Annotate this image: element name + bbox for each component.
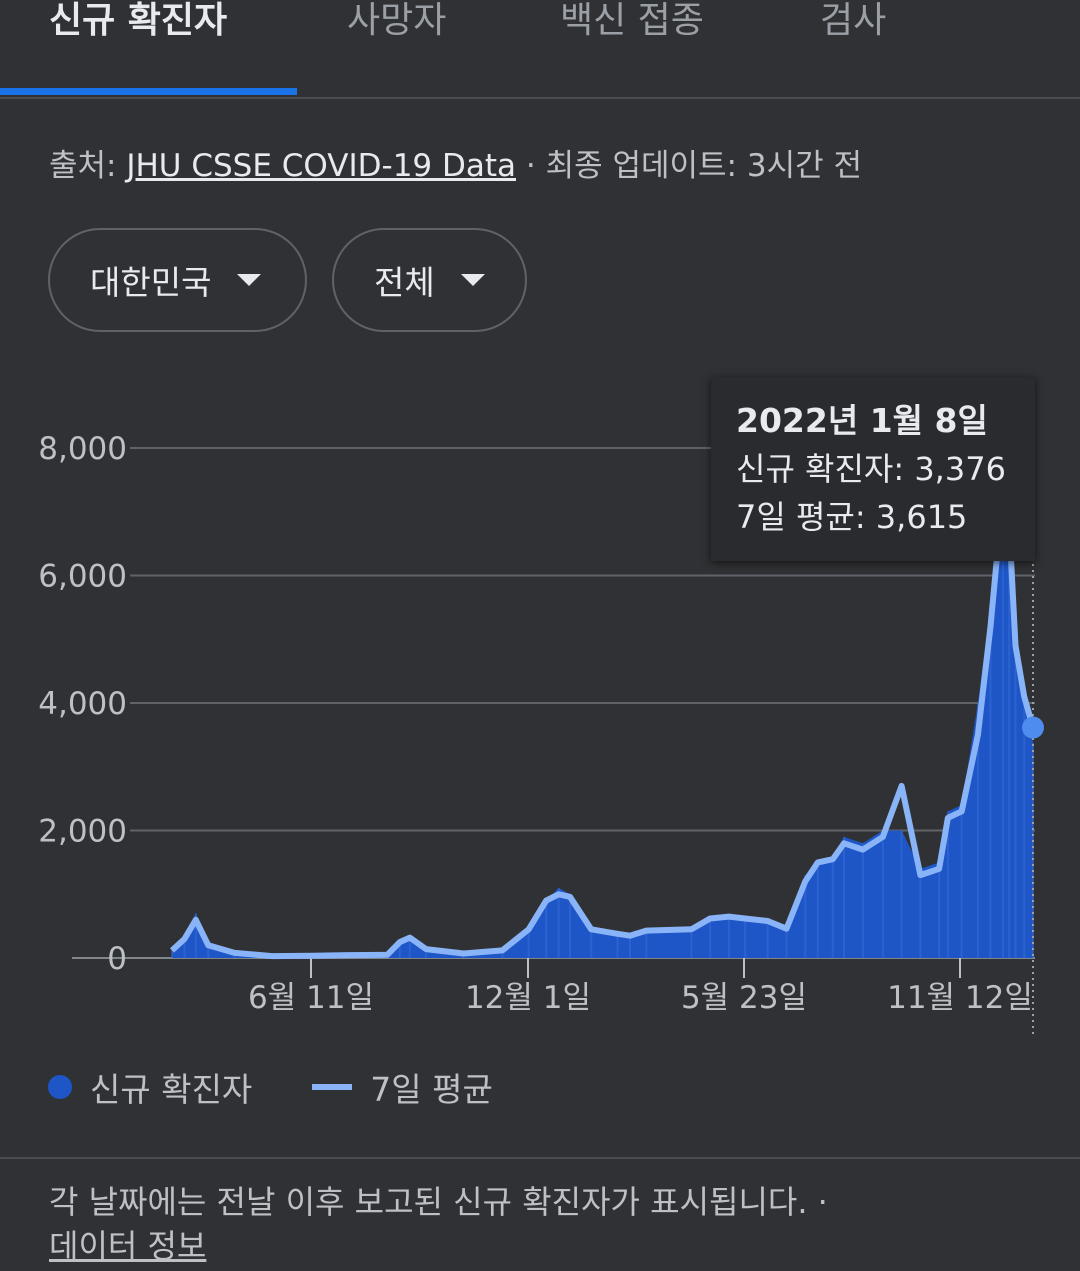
y-tick-label: 6,000 [38, 559, 127, 595]
region-dropdown-label: 대한민국 [90, 263, 212, 302]
divider [0, 1157, 1080, 1159]
tab-bar: 신규 확진자 사망자 백신 접종 검사 [0, 0, 1080, 99]
y-tick-label: 0 [107, 941, 127, 977]
legend-cases-label: 신규 확진자 [90, 1070, 253, 1109]
source-prefix: 출처: [49, 148, 127, 184]
y-tick-label: 8,000 [38, 431, 127, 467]
average-line [169, 489, 1036, 960]
tab-vaccinations[interactable]: 백신 접종 [560, 0, 704, 41]
chart-legend: 신규 확진자 7일 평균 [48, 1062, 493, 1112]
x-tick-label: 12월 1일 [465, 980, 591, 1016]
tooltip-date: 2022년 1월 8일 [736, 401, 988, 440]
chart-tooltip: 2022년 1월 8일 신규 확진자: 3,376 7일 평균: 3,615 [711, 377, 1035, 561]
scope-dropdown[interactable]: 전체 [332, 228, 527, 332]
cases-chart[interactable]: 0 2,000 4,000 6,000 8,000 6월 11일 12월 1일 5월 23일 1… [0, 370, 1080, 1050]
y-tick-label: 4,000 [38, 686, 127, 722]
chevron-down-icon [237, 274, 262, 286]
legend-average-label: 7일 평균 [370, 1070, 493, 1109]
tooltip-cases: 신규 확진자: 3,376 [736, 450, 1006, 488]
footnote: 각 날짜에는 전날 이후 보고된 신규 확진자가 표시됩니다. · 데이터 정보 [49, 1180, 1049, 1268]
footnote-text: 각 날짜에는 전날 이후 보고된 신규 확진자가 표시됩니다. [49, 1183, 808, 1221]
active-tab-indicator [0, 88, 297, 95]
tooltip-average: 7일 평균: 3,615 [736, 498, 968, 536]
cases-area [172, 460, 1033, 958]
data-info-link[interactable]: 데이터 정보 [49, 1227, 207, 1265]
highlight-point [1022, 716, 1044, 739]
chevron-down-icon [460, 274, 485, 286]
scope-dropdown-label: 전체 [374, 263, 435, 302]
legend-average-swatch [312, 1084, 353, 1090]
tab-new-cases[interactable]: 신규 확진자 [49, 0, 228, 41]
tab-tests[interactable]: 검사 [820, 0, 887, 41]
x-tick-label: 5월 23일 [681, 980, 807, 1016]
y-tick-label: 2,000 [38, 814, 127, 850]
region-dropdown[interactable]: 대한민국 [48, 228, 307, 332]
source-link[interactable]: JHU CSSE COVID-19 Data [126, 148, 517, 184]
tab-deaths[interactable]: 사망자 [347, 0, 447, 41]
x-tick-label: 11월 12일 [887, 980, 1033, 1016]
footnote-separator: · [807, 1183, 828, 1221]
last-updated: · 최종 업데이트: 3시간 전 [516, 148, 862, 184]
x-tick-label: 6월 11일 [248, 980, 374, 1016]
source-line: 출처: JHU CSSE COVID-19 Data · 최종 업데이트: 3시… [49, 140, 862, 185]
legend-cases-swatch [48, 1075, 72, 1099]
